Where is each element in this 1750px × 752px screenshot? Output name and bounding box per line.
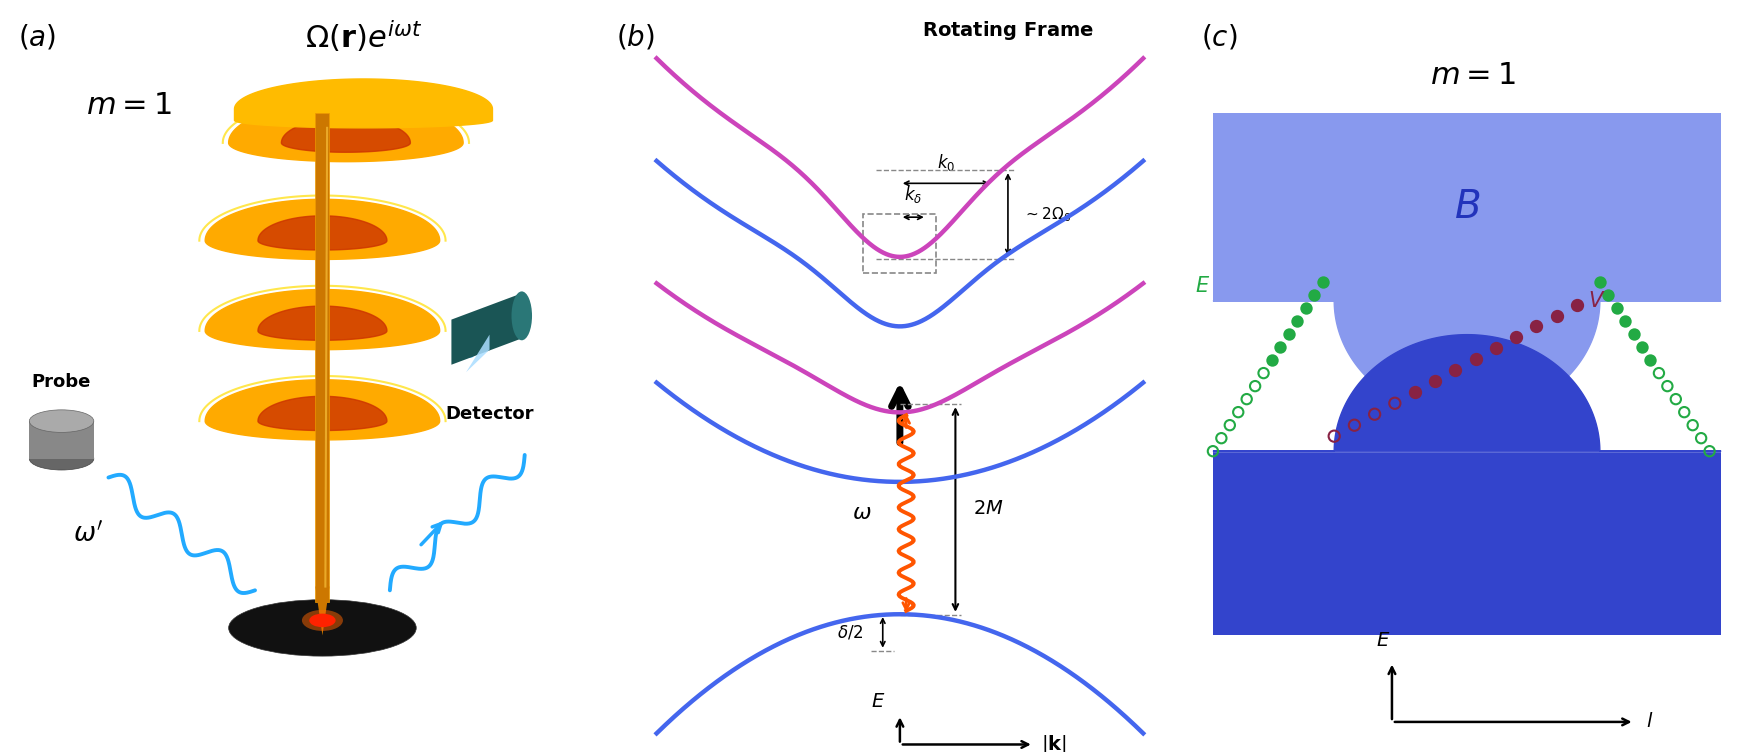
Point <box>1250 367 1278 379</box>
Point <box>1300 289 1328 301</box>
Polygon shape <box>282 118 411 152</box>
Point <box>1421 375 1449 387</box>
Point <box>1612 315 1640 327</box>
Point <box>1258 354 1286 366</box>
Text: Probe: Probe <box>31 373 91 391</box>
Point <box>1208 432 1236 444</box>
Point <box>1670 406 1698 418</box>
Point <box>1276 328 1304 340</box>
Text: $2M$: $2M$ <box>973 501 1004 518</box>
Polygon shape <box>205 380 439 440</box>
Text: $(b)$: $(b)$ <box>616 23 654 52</box>
Point <box>1340 419 1368 431</box>
Point <box>1225 406 1253 418</box>
Point <box>1320 430 1348 442</box>
Polygon shape <box>234 79 492 128</box>
Point <box>1628 341 1655 353</box>
Point <box>1522 320 1550 332</box>
Point <box>1267 341 1295 353</box>
Polygon shape <box>30 421 94 459</box>
Polygon shape <box>257 396 387 430</box>
Ellipse shape <box>310 614 336 627</box>
Bar <box>1213 451 1722 635</box>
Text: $(a)$: $(a)$ <box>18 23 56 52</box>
Point <box>1381 397 1409 409</box>
Point <box>1502 332 1530 344</box>
Text: $\delta/2$: $\delta/2$ <box>838 623 863 641</box>
Ellipse shape <box>229 600 416 656</box>
Point <box>1402 387 1430 399</box>
Point <box>1199 445 1227 457</box>
Point <box>1586 276 1614 288</box>
Point <box>1283 315 1311 327</box>
Bar <box>1213 113 1722 301</box>
Text: $k_\delta$: $k_\delta$ <box>905 184 922 205</box>
Point <box>1216 419 1244 431</box>
Point <box>1678 419 1706 431</box>
Point <box>1442 365 1470 377</box>
Text: $E$: $E$ <box>1195 276 1209 296</box>
Polygon shape <box>257 216 387 250</box>
Polygon shape <box>315 113 329 602</box>
Point <box>1619 328 1647 340</box>
Text: $V$: $V$ <box>1589 291 1606 311</box>
Point <box>1542 310 1570 322</box>
Point <box>1687 432 1715 444</box>
Polygon shape <box>466 335 490 372</box>
Point <box>1482 342 1510 354</box>
Point <box>1309 276 1337 288</box>
Text: Detector: Detector <box>444 405 534 423</box>
Text: $\mathbf{Rotating\ Frame}$: $\mathbf{Rotating\ Frame}$ <box>922 19 1094 42</box>
Ellipse shape <box>511 291 532 340</box>
Text: $l$: $l$ <box>1647 712 1654 732</box>
Polygon shape <box>229 102 464 162</box>
Point <box>1594 289 1622 301</box>
Bar <box>863 214 936 274</box>
Point <box>1292 302 1320 314</box>
Text: $\omega'$: $\omega'$ <box>74 521 103 547</box>
Point <box>1654 380 1682 392</box>
Text: $\omega$: $\omega$ <box>852 502 872 524</box>
Ellipse shape <box>30 410 94 432</box>
Point <box>1645 367 1673 379</box>
Text: $(c)$: $(c)$ <box>1200 23 1237 52</box>
Point <box>1603 302 1631 314</box>
Polygon shape <box>452 293 522 365</box>
Polygon shape <box>1213 335 1722 451</box>
Polygon shape <box>205 290 439 350</box>
Polygon shape <box>257 306 387 340</box>
Text: $|\mathbf{k}|$: $|\mathbf{k}|$ <box>1041 733 1068 752</box>
Polygon shape <box>1213 301 1722 451</box>
Point <box>1232 393 1260 405</box>
Ellipse shape <box>303 610 343 631</box>
Text: $\sim 2\Omega_0$: $\sim 2\Omega_0$ <box>1022 205 1071 224</box>
Point <box>1362 408 1390 420</box>
Text: $k_0$: $k_0$ <box>936 152 956 173</box>
Point <box>1662 393 1690 405</box>
Text: $E$: $E$ <box>872 693 886 711</box>
Point <box>1461 353 1489 365</box>
Text: $B$: $B$ <box>1454 188 1480 226</box>
Polygon shape <box>1213 301 1722 417</box>
Text: $E$: $E$ <box>1376 632 1391 650</box>
Point <box>1636 354 1664 366</box>
Point <box>1241 380 1269 392</box>
Text: $m=1$: $m=1$ <box>1430 60 1516 91</box>
Ellipse shape <box>30 447 94 470</box>
Polygon shape <box>315 587 329 635</box>
Polygon shape <box>205 199 439 259</box>
Point <box>1563 299 1591 311</box>
Point <box>1696 445 1724 457</box>
Text: $\Omega(\mathbf{r})e^{i\omega t}$: $\Omega(\mathbf{r})e^{i\omega t}$ <box>304 19 422 55</box>
Text: $m=1$: $m=1$ <box>86 90 172 121</box>
